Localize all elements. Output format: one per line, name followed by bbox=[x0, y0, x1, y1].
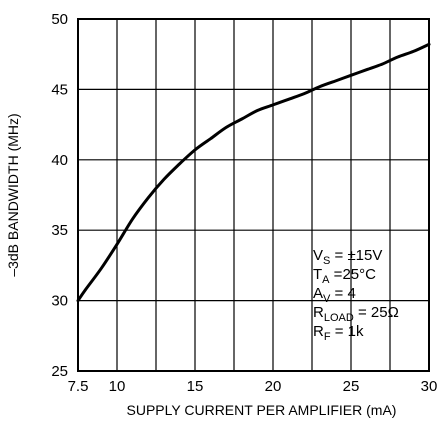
y-tick-label: 40 bbox=[51, 152, 68, 169]
annotation-line: VS = ±15V bbox=[313, 247, 382, 267]
series-line bbox=[76, 42, 431, 303]
y-tick-label: 35 bbox=[51, 222, 68, 239]
x-tick-label: 20 bbox=[265, 378, 282, 395]
y-tick-label: 30 bbox=[51, 293, 68, 310]
y-tick-label: 45 bbox=[51, 81, 68, 98]
x-tick-label: 10 bbox=[109, 378, 126, 395]
x-tick-label: 7.5 bbox=[68, 378, 89, 395]
annotation-line: RF = 1k bbox=[313, 323, 364, 343]
annotation-line: TA =25°C bbox=[313, 266, 376, 286]
annotation-line: AV = 4 bbox=[313, 285, 356, 305]
x-tick-label: 30 bbox=[421, 378, 438, 395]
x-tick-label: 25 bbox=[343, 378, 360, 395]
y-tick-labels: 25 30 35 40 45 50 bbox=[51, 11, 68, 380]
y-tick-label: 50 bbox=[51, 11, 68, 28]
y-tick-label: 25 bbox=[51, 363, 68, 380]
plot-frame bbox=[77, 18, 430, 372]
annotation-line: RLOAD = 25Ω bbox=[313, 304, 399, 324]
grid bbox=[78, 19, 429, 371]
x-axis-label: SUPPLY CURRENT PER AMPLIFIER (mA) bbox=[127, 402, 397, 418]
x-tick-labels: 7.5 10 15 20 25 30 bbox=[68, 378, 438, 395]
x-tick-label: 15 bbox=[187, 378, 204, 395]
y-axis-label: –3dB BANDWIDTH (MHz) bbox=[5, 113, 21, 276]
